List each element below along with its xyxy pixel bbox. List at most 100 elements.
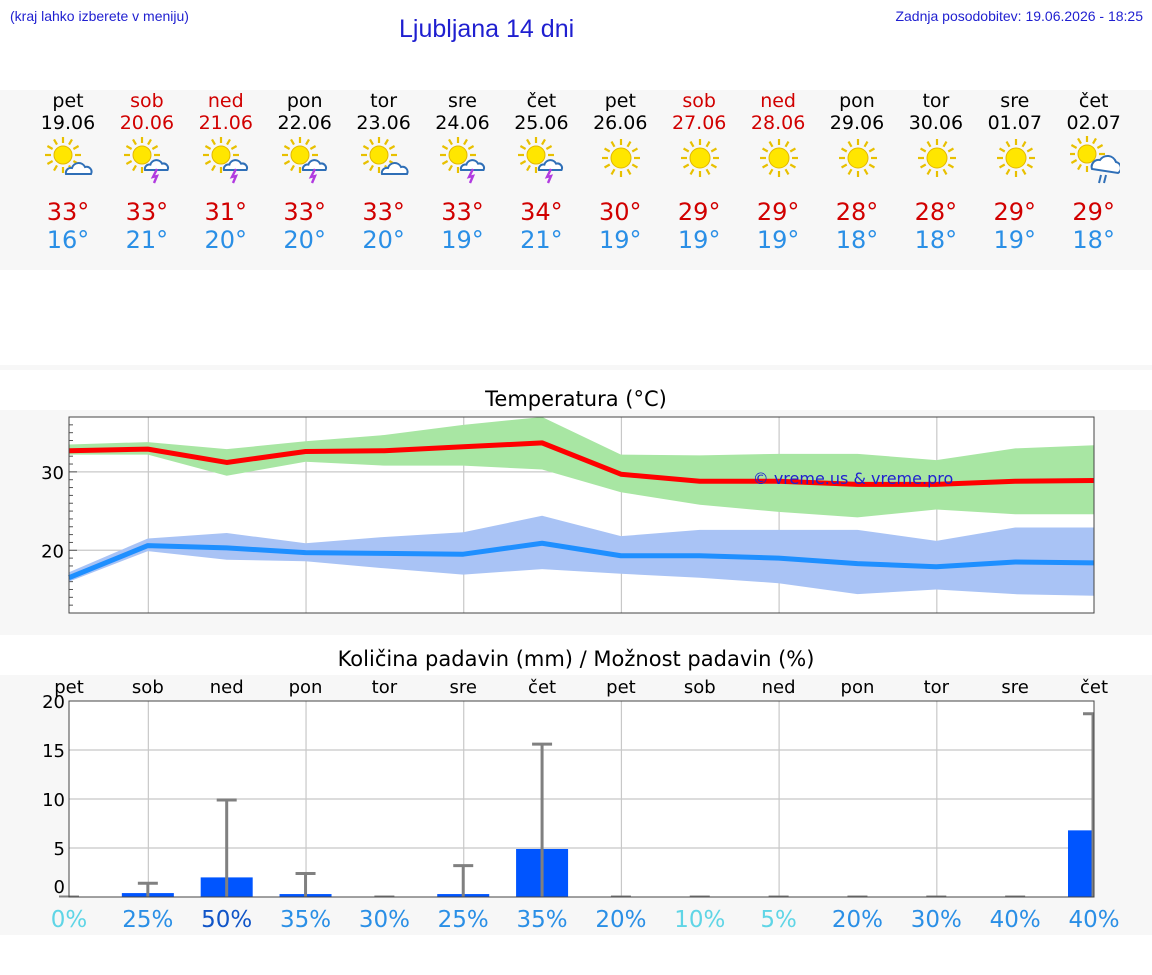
- temperature-chart: 20 30 © vreme.us & vreme.pro: [41, 416, 1095, 614]
- sun-icon: [991, 136, 1041, 184]
- max-temperature: 29°: [677, 198, 721, 226]
- day-name: pon: [839, 90, 875, 112]
- x-category-label: tor: [924, 677, 950, 698]
- day-date: 20.06: [119, 112, 175, 134]
- max-temperature-range-band: [69, 417, 1094, 518]
- min-temperature: 20°: [204, 226, 248, 254]
- max-temperature: 33°: [362, 198, 405, 226]
- min-temperature: 20°: [283, 226, 326, 254]
- precipitation-probability-label: 25%: [122, 907, 173, 933]
- max-temperature: 31°: [204, 198, 248, 226]
- page-title: Ljubljana 14 dni: [399, 15, 575, 43]
- precipitation-probability-label: 5%: [760, 907, 797, 933]
- day-date: 21.06: [198, 112, 253, 134]
- plot-frame: [68, 416, 1095, 614]
- max-temperature: 28°: [835, 198, 879, 226]
- day-name: tor: [922, 90, 950, 112]
- day-name: sre: [1000, 90, 1030, 112]
- day-date: 29.06: [829, 112, 885, 134]
- sun-thunderstorm-icon: [202, 136, 252, 184]
- x-category-label: tor: [372, 677, 398, 698]
- max-temperature: 28°: [914, 198, 958, 226]
- day-name: sre: [448, 90, 477, 112]
- precipitation-probability-label: 40%: [1068, 907, 1119, 933]
- sun-thunderstorm-icon: [517, 136, 567, 184]
- precipitation-probability-label: 35%: [280, 907, 331, 933]
- min-temperature: 19°: [993, 226, 1037, 254]
- y-tick-label: 15: [42, 741, 65, 762]
- min-temperature-range-band: [69, 515, 1094, 596]
- sun-thunderstorm-icon: [439, 136, 489, 184]
- day-date: 30.06: [908, 112, 964, 134]
- x-category-label: sre: [1001, 677, 1028, 698]
- x-category-label: čet: [528, 677, 556, 698]
- x-category-label: sob: [684, 677, 716, 698]
- precipitation-bar: [1068, 830, 1094, 897]
- sun-thunderstorm-icon: [281, 136, 331, 184]
- max-temperature: 29°: [1072, 198, 1115, 226]
- sun-cloud-icon: [44, 136, 94, 184]
- x-category-label: sre: [449, 677, 476, 698]
- day-name: pon: [286, 90, 323, 112]
- daily-forecast-strip: pet 19.06 33° 16° sob 20.06 33° 21° ned 21.06 31° 2…: [0, 90, 1152, 270]
- max-temperature: 34°: [520, 198, 563, 226]
- day-name: čet: [526, 90, 557, 112]
- plot-frame: [68, 700, 1095, 898]
- day-name: tor: [370, 90, 398, 112]
- day-date: 23.06: [356, 112, 411, 134]
- max-temperature: 33°: [46, 198, 90, 226]
- location-menu-hint[interactable]: (kraj lahko izberete v meniju): [10, 8, 189, 24]
- max-temperature: 33°: [283, 198, 326, 226]
- max-temperature: 29°: [993, 198, 1037, 226]
- x-category-label: ned: [762, 677, 796, 698]
- day-name: pet: [52, 90, 84, 112]
- min-temperature: 21°: [125, 226, 169, 254]
- day-date: 28.06: [750, 112, 806, 134]
- day-date: 01.07: [987, 112, 1042, 134]
- min-temperature: 16°: [46, 226, 90, 254]
- day-date: 26.06: [593, 112, 648, 134]
- y-tick-label: 20: [42, 692, 65, 713]
- x-category-label: pet: [54, 677, 84, 698]
- day-date: 22.06: [277, 112, 332, 134]
- day-name: čet: [1078, 90, 1109, 112]
- x-category-label: čet: [1080, 677, 1108, 698]
- copyright-watermark: © vreme.us & vreme.pro: [753, 469, 954, 488]
- min-temperature: 19°: [441, 226, 484, 254]
- sun-icon: [754, 136, 804, 184]
- precipitation-probability-label: 35%: [517, 907, 568, 933]
- sun-icon: [833, 136, 883, 184]
- sun-icon: [675, 136, 725, 184]
- max-temperature-line: [68, 440, 1095, 487]
- day-name: pet: [604, 90, 636, 112]
- max-temperature: 30°: [599, 198, 642, 226]
- min-temperature: 18°: [914, 226, 958, 254]
- y-tick-label: 20: [41, 541, 64, 562]
- min-temperature: 18°: [1072, 226, 1115, 254]
- last-update-text: Zadnja posodobitev: 19.06.2026 - 18:25: [895, 8, 1143, 24]
- y-tick-label: 5: [54, 839, 65, 860]
- day-date: 25.06: [514, 112, 569, 134]
- min-temperature: 19°: [599, 226, 642, 254]
- sun-rain-icon: [1068, 136, 1122, 184]
- precipitation-probability-label: 25%: [438, 907, 489, 933]
- min-temperature: 19°: [677, 226, 721, 254]
- day-date: 27.06: [671, 112, 727, 134]
- day-date: 19.06: [40, 112, 96, 134]
- day-name: sob: [682, 90, 716, 112]
- x-category-label: pet: [606, 677, 636, 698]
- sun-icon: [912, 136, 962, 184]
- sun-thunderstorm-icon: [123, 136, 173, 184]
- x-category-label: pon: [841, 677, 875, 698]
- min-temperature-line: [68, 540, 1095, 581]
- precipitation-probability-label: 20%: [832, 907, 883, 933]
- precipitation-probability-label: 10%: [674, 907, 725, 933]
- max-temperature: 29°: [756, 198, 800, 226]
- x-category-label: ned: [210, 677, 244, 698]
- y-tick-label: 30: [41, 463, 64, 484]
- precipitation-probability-label: 40%: [990, 907, 1041, 933]
- precipitation-probability-label: 20%: [595, 907, 646, 933]
- sun-cloud-icon: [360, 136, 410, 184]
- day-name: sob: [130, 90, 164, 112]
